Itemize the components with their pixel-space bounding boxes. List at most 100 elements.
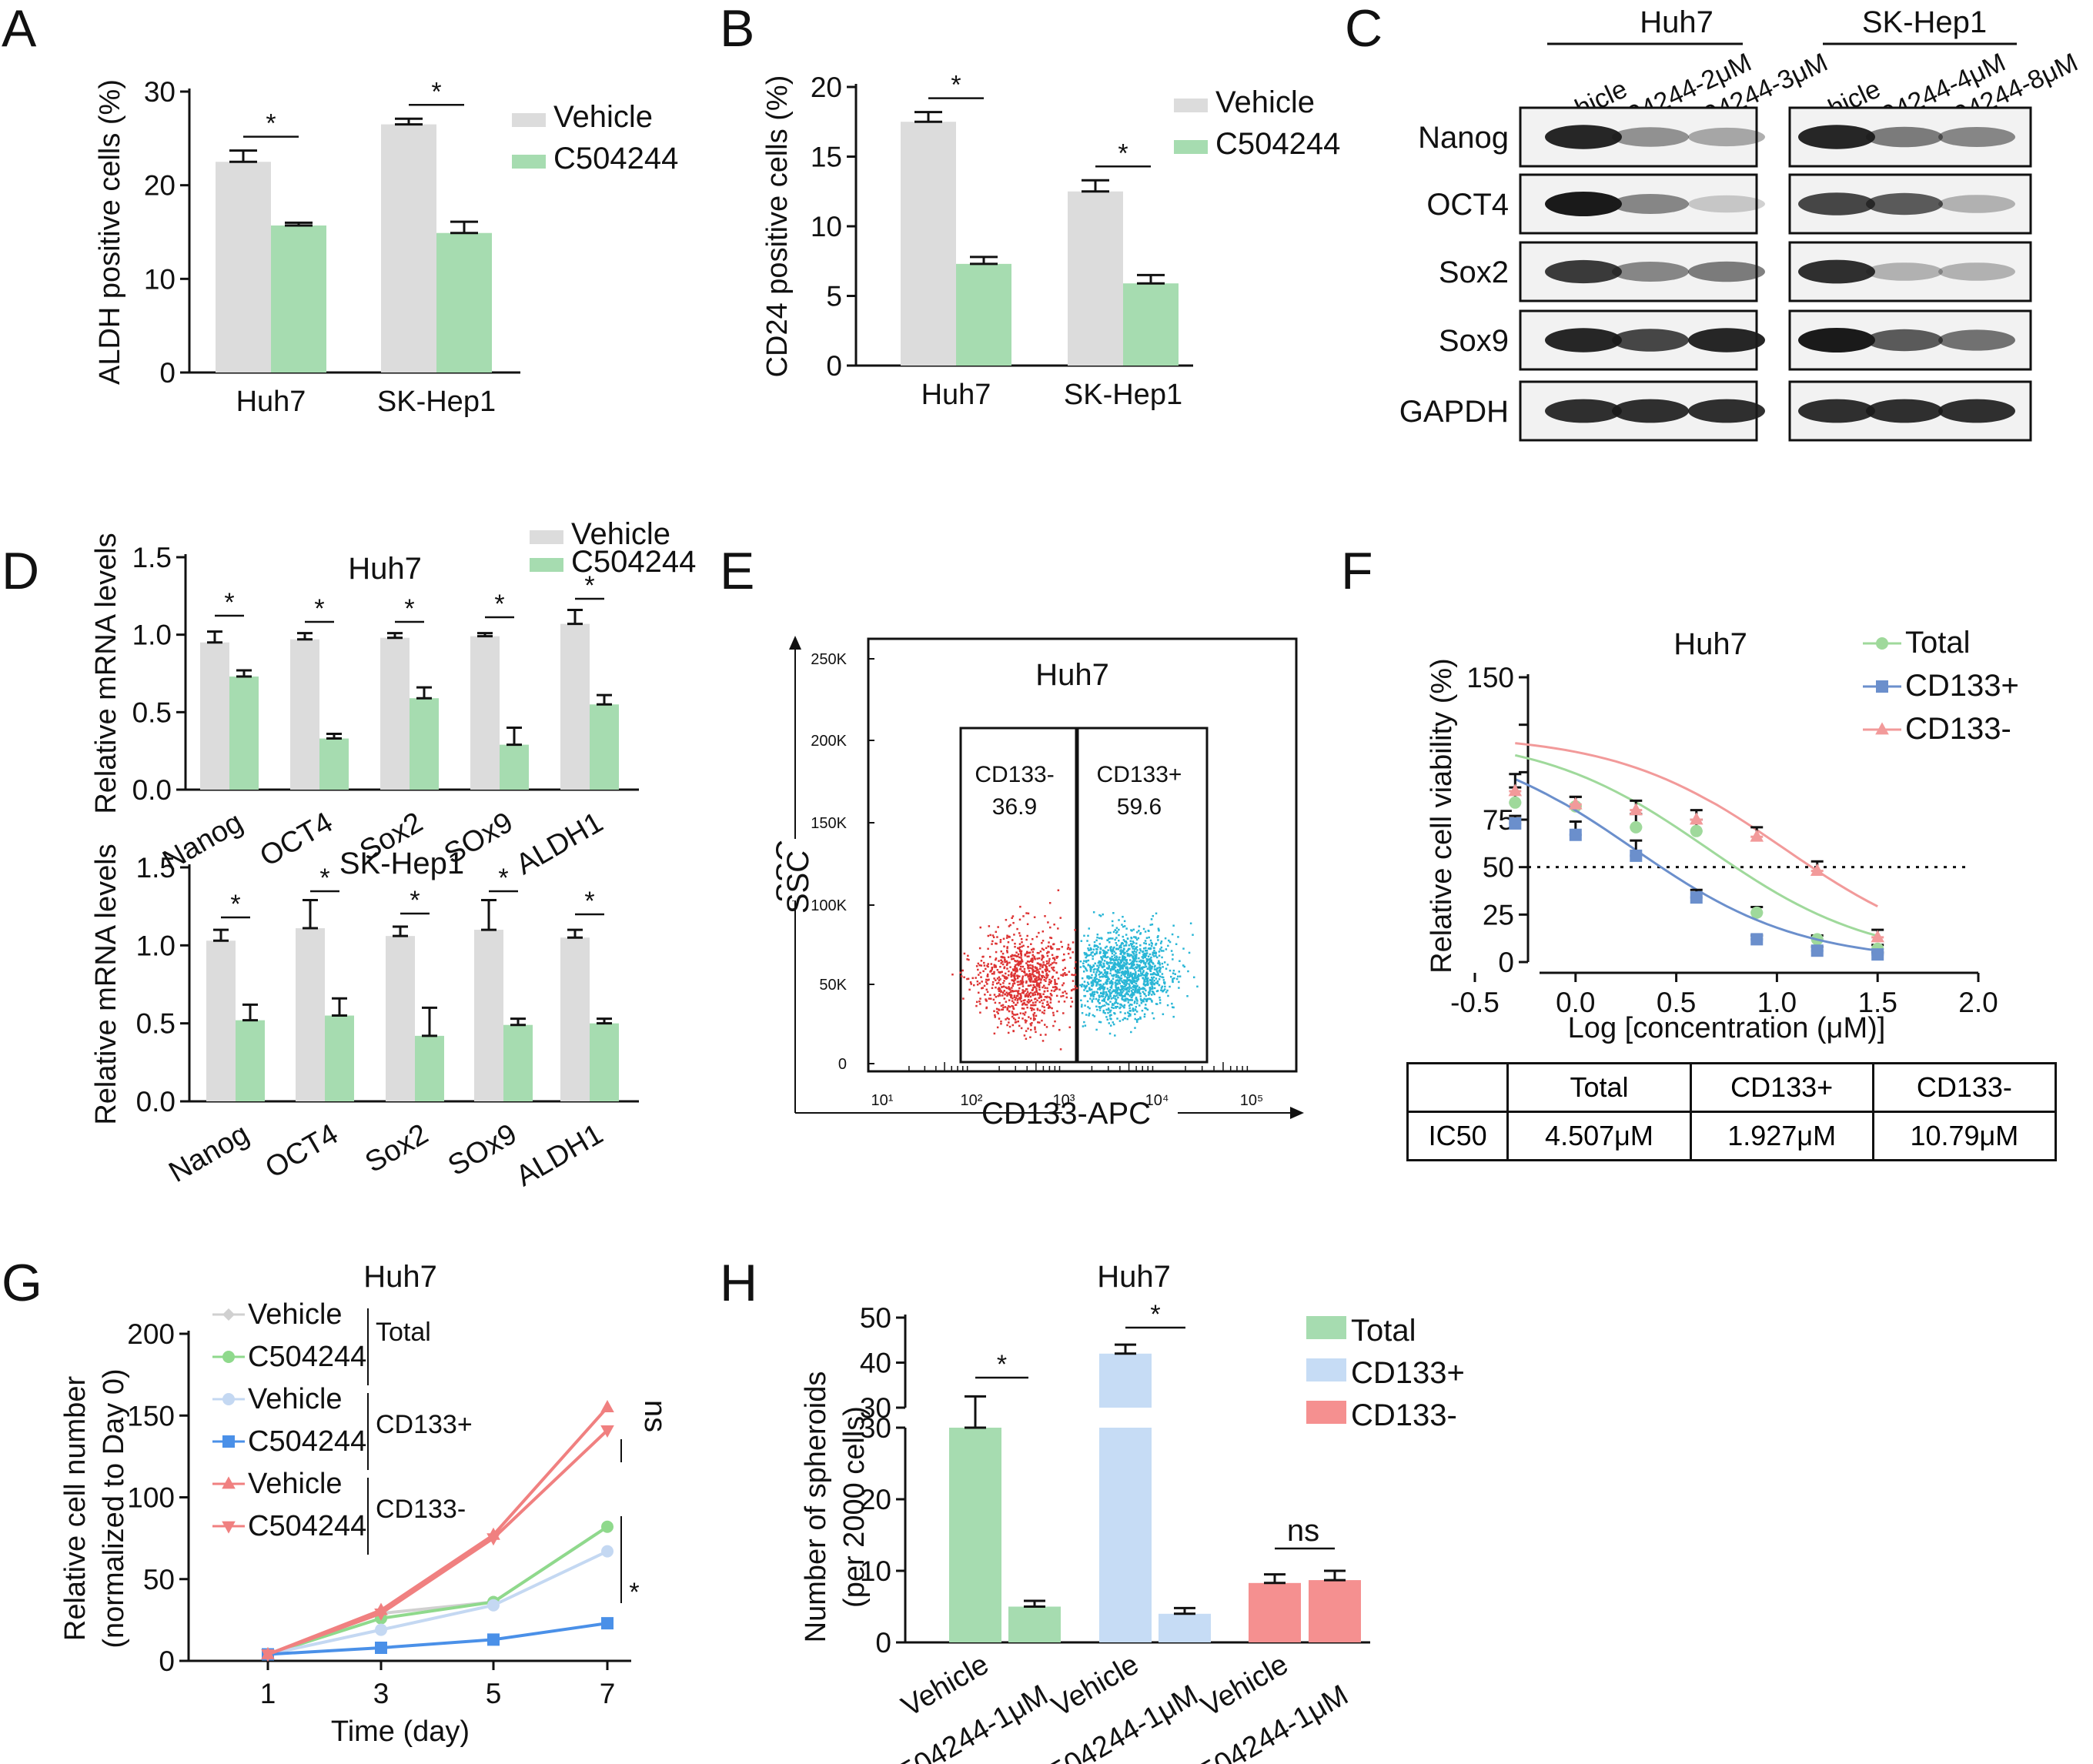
blot-band xyxy=(1938,262,2015,281)
flow-event-neg xyxy=(1050,964,1052,966)
flow-event-pos xyxy=(1108,1014,1112,1017)
flow-event-pos xyxy=(1126,969,1129,971)
flow-event-neg xyxy=(980,960,983,962)
series-point xyxy=(601,1617,614,1630)
panel-d-huh7-mrna-chart: 0.00.51.01.5*Nanog*OCT4*Sox2*SOx9*ALDH1H… xyxy=(90,517,696,881)
flow-event-neg xyxy=(1046,995,1048,998)
flow-event-neg xyxy=(1011,997,1014,1000)
flow-event-neg xyxy=(1008,925,1011,927)
y-tick-label: 20 xyxy=(144,170,176,202)
flow-event-pos xyxy=(1150,999,1153,1002)
flow-event-neg xyxy=(1045,980,1047,982)
legend-label-treated: C504244 xyxy=(1215,127,1340,161)
flow-event-pos xyxy=(1115,955,1118,957)
flow-event-neg xyxy=(996,977,999,980)
flow-event-pos xyxy=(1117,970,1120,972)
flow-event-pos xyxy=(1132,1007,1135,1010)
flow-event-neg xyxy=(1022,991,1025,994)
flow-event-pos xyxy=(1145,977,1148,980)
chart-title: Huh7 xyxy=(1673,627,1747,661)
flow-event-neg xyxy=(1041,964,1044,967)
flow-event-pos xyxy=(1138,925,1141,927)
flow-event-neg xyxy=(1060,940,1062,944)
flow-event-pos xyxy=(1131,974,1134,977)
flow-event-neg xyxy=(982,970,985,973)
flow-event-pos xyxy=(1139,932,1142,934)
flow-event-pos xyxy=(1107,949,1109,951)
flow-event-pos xyxy=(1085,985,1088,988)
flow-event-neg xyxy=(1034,975,1036,977)
flow-event-pos xyxy=(1145,947,1147,949)
flow-event-pos xyxy=(1138,974,1141,977)
flow-event-pos xyxy=(1122,973,1124,975)
flow-event-pos xyxy=(1177,936,1179,938)
flow-event-pos xyxy=(1125,950,1128,953)
flow-event-pos xyxy=(1105,974,1108,977)
flow-event-pos xyxy=(1158,928,1160,931)
flow-event-pos xyxy=(1088,975,1090,977)
flow-event-neg xyxy=(1019,934,1021,937)
flow-event-pos xyxy=(1153,979,1155,982)
flow-event-pos xyxy=(1086,975,1088,977)
flow-event-pos xyxy=(1088,1014,1090,1017)
flow-event-neg xyxy=(1028,978,1031,981)
flow-event-pos xyxy=(1146,983,1148,986)
flow-event-pos xyxy=(1148,930,1150,932)
flow-event-pos xyxy=(1128,963,1131,965)
flow-event-pos xyxy=(1098,980,1100,983)
flow-event-neg xyxy=(979,926,981,929)
flow-event-neg xyxy=(1016,1001,1019,1004)
flow-event-neg xyxy=(1050,994,1053,997)
flow-event-pos xyxy=(1169,940,1172,944)
blot-row-label: Nanog xyxy=(1418,121,1509,155)
flow-event-pos xyxy=(1122,915,1124,918)
flow-event-pos xyxy=(1132,994,1135,996)
legend-label: Vehicle xyxy=(248,1383,343,1415)
flow-event-pos xyxy=(1136,991,1139,994)
flow-event-pos xyxy=(1095,974,1098,977)
flow-event-pos xyxy=(1134,969,1136,971)
flow-event-neg xyxy=(1001,991,1005,994)
flow-event-pos xyxy=(1109,970,1112,972)
flow-event-pos xyxy=(1151,965,1153,968)
bar-treated xyxy=(319,738,349,790)
flow-event-neg xyxy=(1005,977,1008,981)
flow-event-pos xyxy=(1133,973,1135,975)
flow-event-pos xyxy=(1090,951,1093,954)
blot-band xyxy=(1612,194,1689,214)
flow-event-pos xyxy=(1119,978,1122,981)
sig-star: * xyxy=(629,1578,639,1607)
flow-event-pos xyxy=(1109,972,1112,975)
flow-event-neg xyxy=(1006,967,1008,970)
flow-event-neg xyxy=(995,942,998,945)
flow-event-pos xyxy=(1172,977,1174,981)
flow-event-pos xyxy=(1108,988,1112,991)
series-point xyxy=(487,1633,500,1646)
flow-event-neg xyxy=(1034,1004,1037,1007)
flow-event-neg xyxy=(1048,1006,1052,1009)
flow-event-neg xyxy=(978,964,981,967)
flow-event-neg xyxy=(1048,964,1051,967)
flow-event-pos xyxy=(1109,995,1112,997)
flow-event-neg xyxy=(1072,980,1075,982)
gate-label-cd133-pos: CD133+ xyxy=(1097,762,1182,787)
flow-event-neg xyxy=(977,991,980,994)
legend-swatch-treated xyxy=(1174,140,1208,154)
flow-event-pos xyxy=(1145,962,1147,964)
legend-marker xyxy=(222,1308,235,1321)
flow-event-pos xyxy=(1115,952,1117,954)
flow-event-pos xyxy=(1142,927,1145,930)
flow-event-pos xyxy=(1129,1014,1132,1017)
series-line xyxy=(267,1525,609,1656)
flow-x-tick-label: 10⁵ xyxy=(1240,1092,1264,1109)
bar-vehicle xyxy=(296,928,325,1101)
flow-event-neg xyxy=(978,974,980,976)
flow-event-neg xyxy=(1023,1014,1026,1016)
y-tick-label: 0.5 xyxy=(136,1008,176,1040)
blot-row-label: OCT4 xyxy=(1426,188,1509,222)
bar-vehicle xyxy=(901,122,956,366)
flow-event-pos xyxy=(1151,979,1153,982)
flow-event-neg xyxy=(1046,969,1048,972)
flow-event-neg xyxy=(1003,980,1005,982)
flow-event-pos xyxy=(1113,974,1115,977)
